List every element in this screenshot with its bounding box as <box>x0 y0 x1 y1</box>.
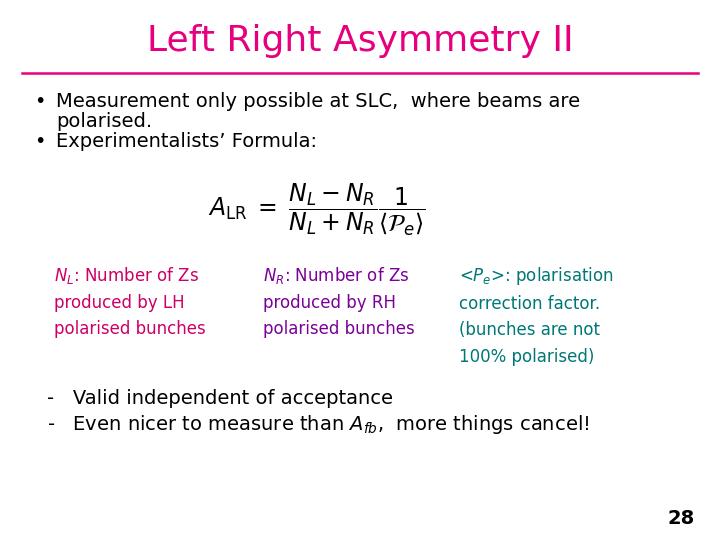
Text: 28: 28 <box>667 509 695 528</box>
Text: $A_{\mathrm{LR}}\; =\; \dfrac{N_L - N_R}{N_L + N_R}\dfrac{1}{\langle\mathcal{P}_: $A_{\mathrm{LR}}\; =\; \dfrac{N_L - N_R}… <box>208 181 426 238</box>
Text: -   Valid independent of acceptance: - Valid independent of acceptance <box>47 389 393 408</box>
Text: Left Right Asymmetry II: Left Right Asymmetry II <box>147 24 573 58</box>
Text: •: • <box>35 92 46 111</box>
Text: -   Even nicer to measure than $A_{fb}$,  more things cancel!: - Even nicer to measure than $A_{fb}$, m… <box>47 413 589 436</box>
Text: polarised.: polarised. <box>56 112 153 131</box>
Text: Experimentalists’ Formula:: Experimentalists’ Formula: <box>56 132 317 151</box>
Text: $N_R$: Number of Zs
produced by RH
polarised bunches: $N_R$: Number of Zs produced by RH polar… <box>263 265 415 339</box>
Text: $N_L$: Number of Zs
produced by LH
polarised bunches: $N_L$: Number of Zs produced by LH polar… <box>54 265 206 339</box>
Text: <$P_e$>: polarisation
correction factor.
(bunches are not
100% polarised): <$P_e$>: polarisation correction factor.… <box>459 265 614 366</box>
Text: •: • <box>35 132 46 151</box>
Text: Measurement only possible at SLC,  where beams are: Measurement only possible at SLC, where … <box>56 92 580 111</box>
